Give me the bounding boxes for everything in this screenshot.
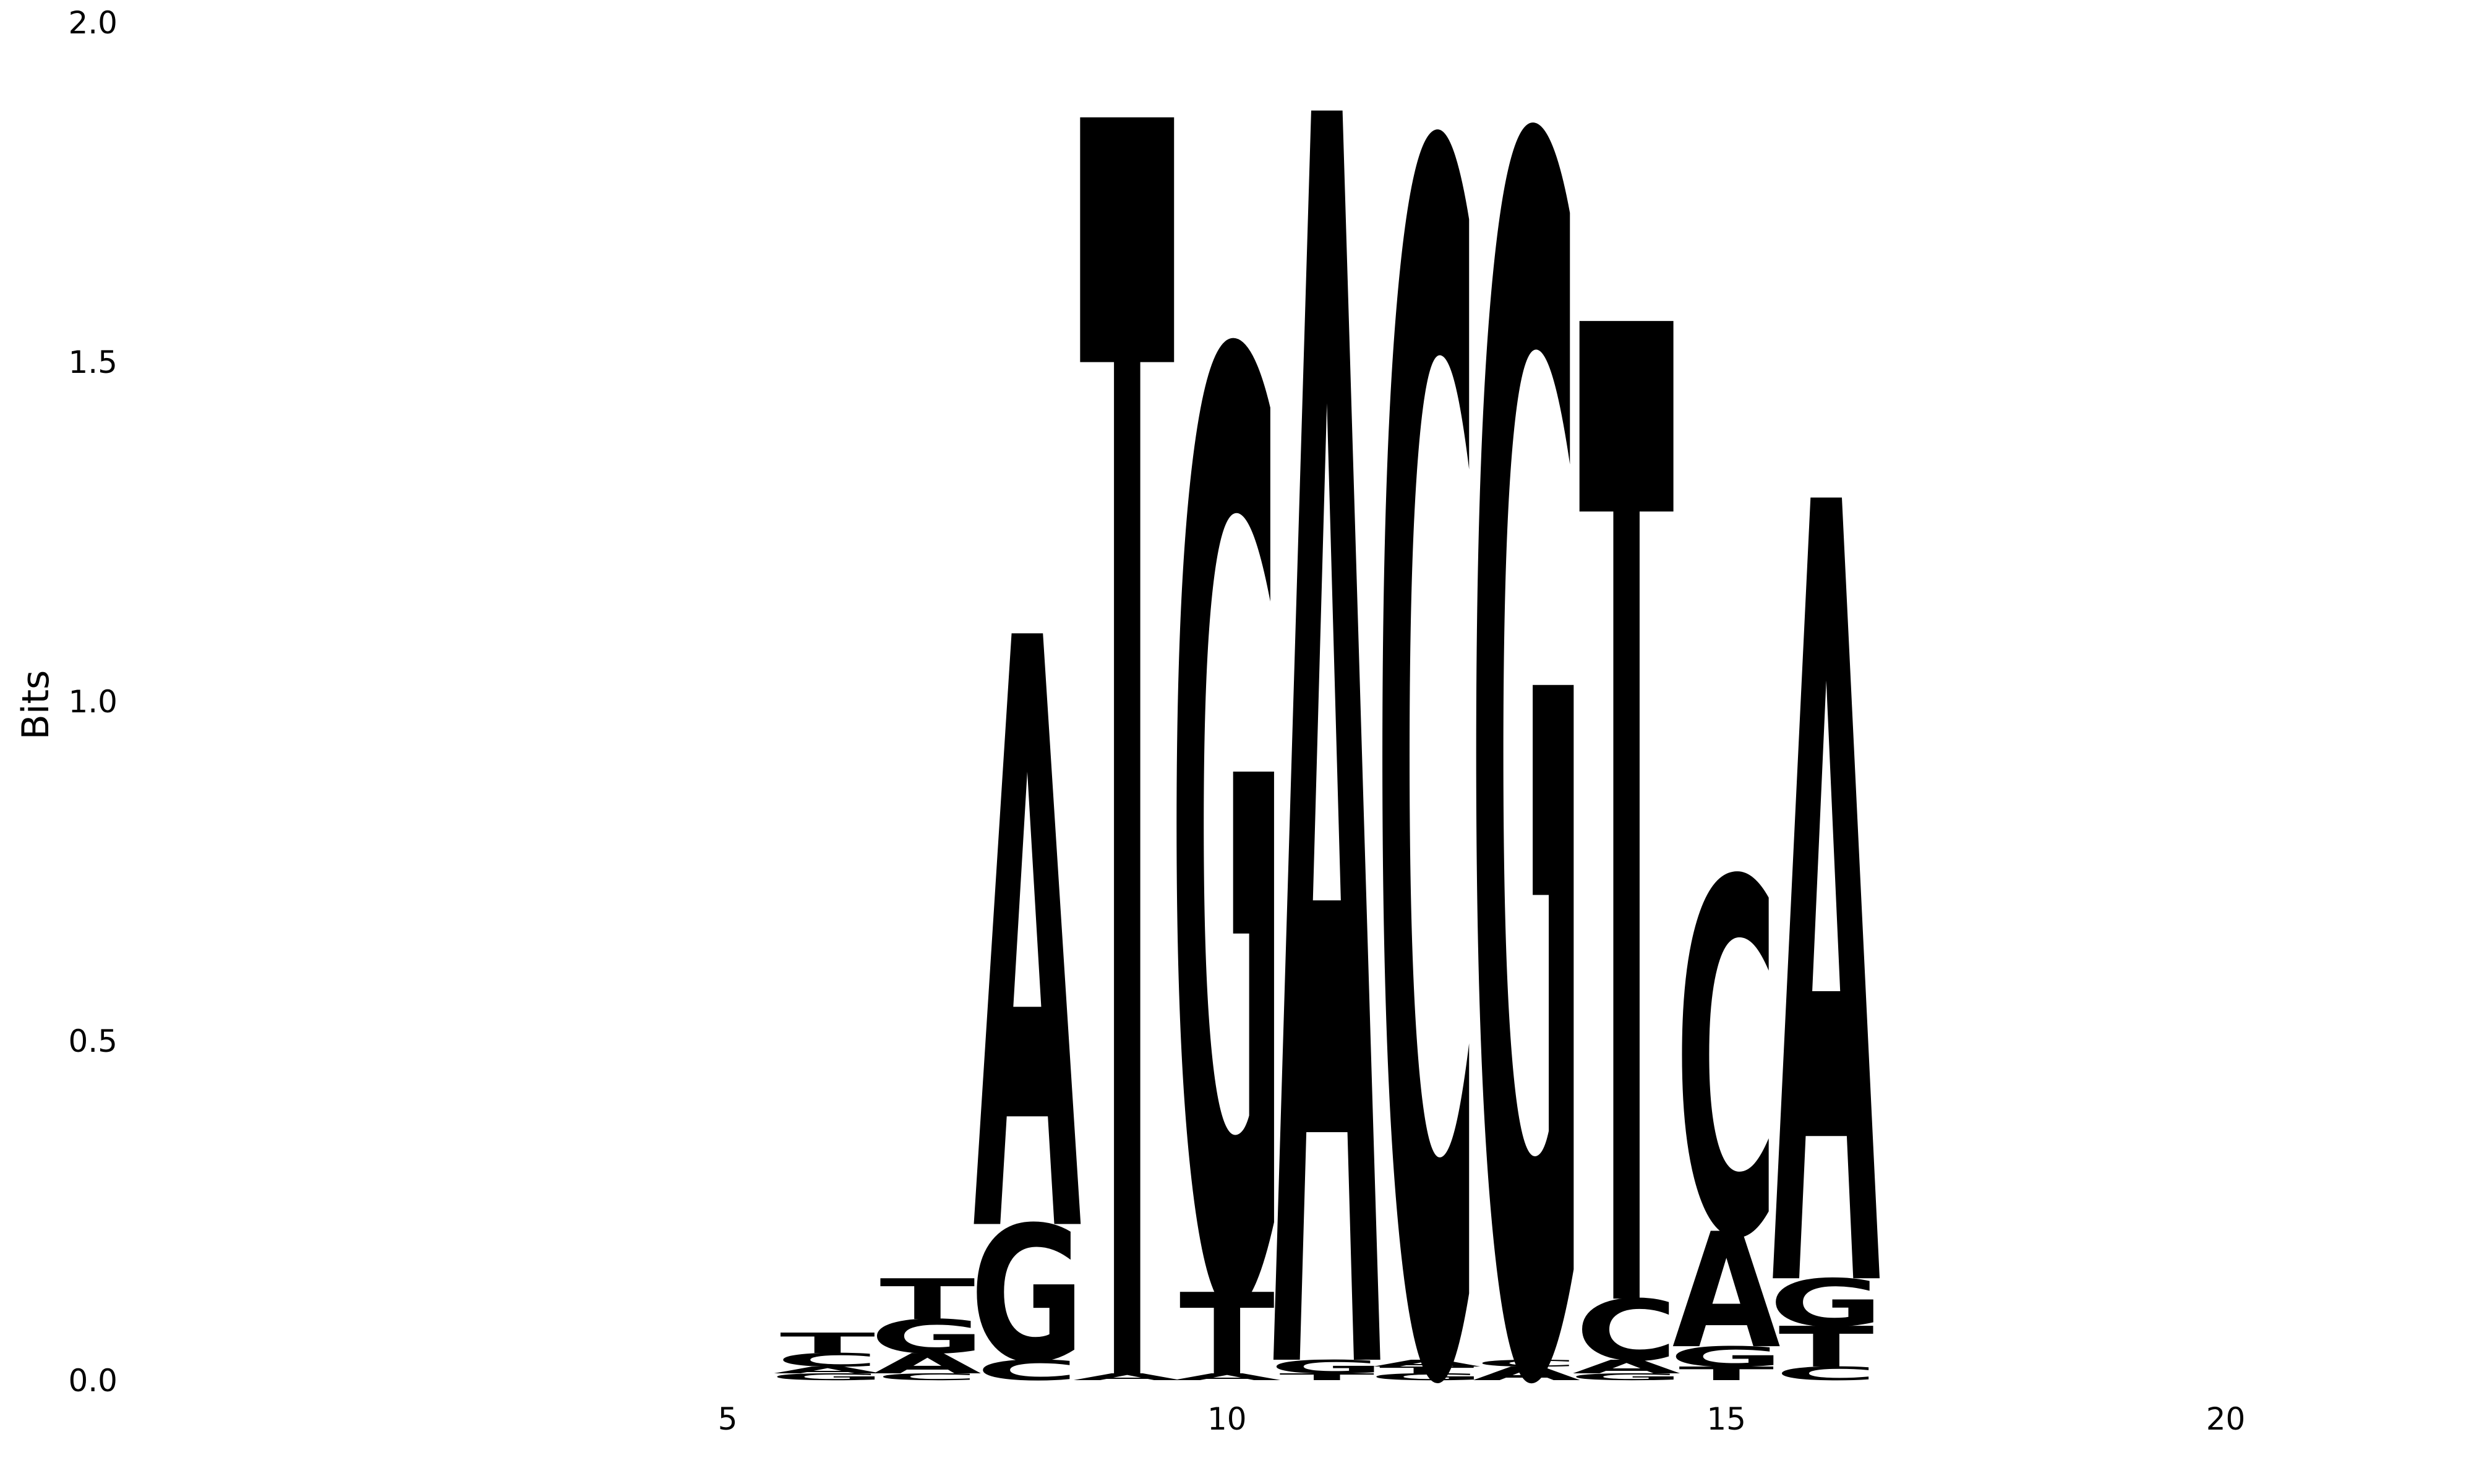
y-tick-label: 1.0 bbox=[68, 684, 118, 720]
letter-c: C bbox=[1475, 1358, 1578, 1369]
letter-c: C bbox=[976, 1354, 1079, 1386]
x-axis: 5 10 15 20 bbox=[718, 1401, 2246, 1437]
x-tick-label: 15 bbox=[1706, 1401, 1746, 1437]
y-tick-label: 2.0 bbox=[68, 5, 118, 41]
letter-c: C bbox=[1775, 1363, 1878, 1384]
letter-t: T bbox=[780, 1328, 875, 1360]
x-tick-label: 10 bbox=[1207, 1401, 1247, 1437]
letter-g: G bbox=[1669, 1341, 1784, 1373]
y-axis-title: Bits bbox=[14, 670, 58, 740]
letter-a: A bbox=[1173, 1371, 1281, 1383]
y-tick-label: 1.5 bbox=[68, 344, 118, 380]
letter-c: C bbox=[776, 1349, 879, 1371]
letter-t: T bbox=[1379, 1365, 1475, 1376]
letter-c: C bbox=[1675, 782, 1778, 1345]
y-tick-label: 0.0 bbox=[68, 1363, 118, 1399]
letter-g: G bbox=[1170, 99, 1285, 1484]
letter-g: G bbox=[870, 1310, 985, 1364]
letter-g: G bbox=[1569, 1371, 1684, 1383]
letter-c: C bbox=[876, 1371, 978, 1383]
letter-a: A bbox=[1572, 1356, 1680, 1378]
letter-t: T bbox=[1579, 54, 1675, 1484]
letter-g: G bbox=[970, 1187, 1085, 1404]
letter-t: T bbox=[1179, 1270, 1275, 1400]
letter-a: A bbox=[1772, 284, 1881, 1484]
letter-c: C bbox=[1376, 0, 1478, 1484]
letter-g: G bbox=[1270, 1356, 1385, 1378]
letter-t: T bbox=[1779, 1315, 1874, 1380]
letter-g: G bbox=[1369, 1371, 1484, 1383]
y-tick-label: 0.5 bbox=[68, 1023, 118, 1059]
letter-a: A bbox=[973, 472, 1082, 1415]
letter-g: G bbox=[770, 1371, 885, 1383]
letter-a: A bbox=[773, 1365, 881, 1376]
letter-a: A bbox=[1273, 0, 1382, 1484]
x-tick-label: 20 bbox=[2206, 1401, 2246, 1437]
y-axis: 0.0 0.5 1.0 1.5 2.0 bbox=[68, 5, 118, 1399]
letter-a: A bbox=[1073, 1371, 1181, 1383]
letter-t: T bbox=[1679, 1363, 1774, 1384]
letter-a: A bbox=[1372, 1358, 1481, 1369]
letter-a: A bbox=[1473, 1363, 1581, 1384]
letter-a: A bbox=[873, 1347, 982, 1380]
letter-a: A bbox=[1672, 1200, 1781, 1384]
letter-t: T bbox=[1279, 1371, 1374, 1383]
letter-c: C bbox=[1575, 1282, 1678, 1380]
letter-t: T bbox=[880, 1267, 975, 1333]
letter-g: G bbox=[1469, 0, 1584, 1484]
x-tick-label: 5 bbox=[718, 1401, 738, 1437]
letter-g: G bbox=[1769, 1265, 1884, 1341]
letter-t: T bbox=[1079, 0, 1175, 1484]
